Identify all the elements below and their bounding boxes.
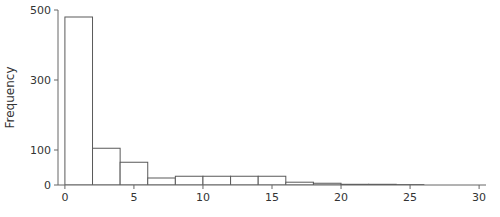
y-tick-label: 500 [30, 4, 51, 17]
histogram-bar [93, 148, 121, 185]
histogram-bar [148, 178, 176, 185]
y-tick [54, 185, 58, 186]
x-tick [410, 185, 411, 189]
bars [65, 17, 424, 185]
x-tick [133, 185, 134, 189]
x-tick-label: 15 [265, 191, 279, 204]
histogram-bar [65, 17, 93, 185]
x-tick [272, 185, 273, 189]
x-tick-label: 20 [334, 191, 348, 204]
chart-container: 0510152025300100300500Frequency [0, 0, 500, 217]
x-tick-label: 0 [61, 191, 68, 204]
histogram-bar [120, 162, 148, 185]
y-tick-label: 300 [30, 74, 51, 87]
chart: 0510152025300100300500Frequency [0, 0, 500, 217]
x-tick-label: 5 [130, 191, 137, 204]
histogram-bar [258, 176, 286, 185]
x-tick [202, 185, 203, 189]
x-tick-label: 10 [196, 191, 210, 204]
y-tick-label: 100 [30, 144, 51, 157]
x-tick-label: 25 [403, 191, 417, 204]
histogram-bar [231, 176, 259, 185]
y-axis-line [58, 10, 59, 185]
x-tick [479, 185, 480, 189]
x-tick-label: 30 [472, 191, 486, 204]
y-tick [54, 150, 58, 151]
y-axis-label: Frequency [3, 67, 17, 129]
x-tick [341, 185, 342, 189]
histogram-bar [175, 176, 203, 185]
y-tick-label: 0 [44, 179, 51, 192]
y-tick [54, 80, 58, 81]
x-tick [64, 185, 65, 189]
y-tick [54, 10, 58, 11]
histogram-bar [203, 176, 231, 185]
